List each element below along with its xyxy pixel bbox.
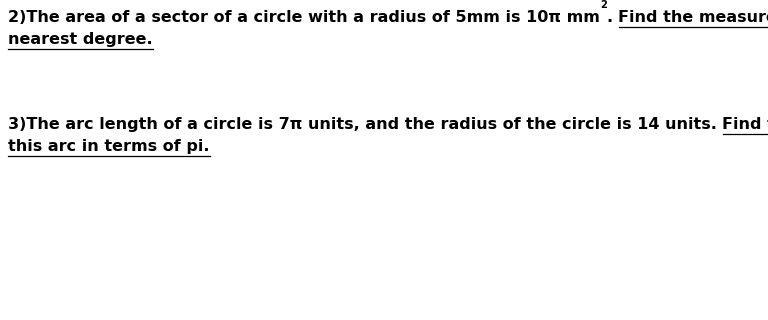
- Text: nearest degree.: nearest degree.: [8, 32, 153, 47]
- Text: 2)The area of a sector of a circle with a radius of 5mm is 10π mm: 2)The area of a sector of a circle with …: [8, 10, 600, 25]
- Text: Find the area of the sector formed by: Find the area of the sector formed by: [723, 117, 768, 132]
- Text: Find the measure of its central angle to the: Find the measure of its central angle to…: [618, 10, 768, 25]
- Text: .: .: [607, 10, 618, 25]
- Text: 3)The arc length of a circle is 7π units, and the radius of the circle is 14 uni: 3)The arc length of a circle is 7π units…: [8, 117, 723, 132]
- Text: this arc in terms of pi.: this arc in terms of pi.: [8, 139, 210, 154]
- Text: 2: 2: [600, 0, 607, 10]
